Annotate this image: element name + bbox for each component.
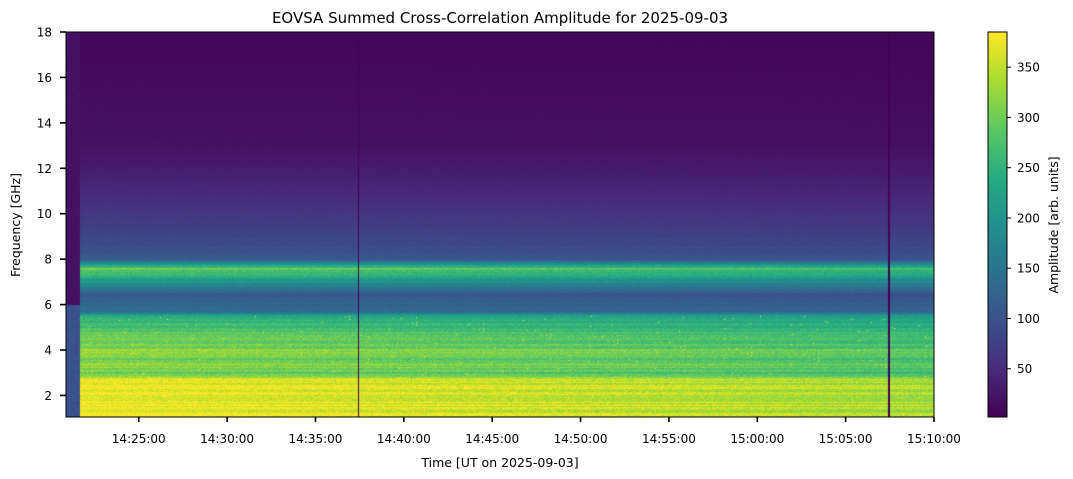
- x-axis-label: Time [UT on 2025-09-03]: [420, 455, 578, 470]
- x-tick-label: 15:10:00: [907, 432, 961, 446]
- x-tick-label: 14:45:00: [465, 432, 519, 446]
- colorbar-label: Amplitude [arb. units]: [1046, 156, 1061, 293]
- colorbar-tick-label: 300: [1017, 111, 1040, 125]
- colorbar-tick-label: 200: [1017, 211, 1040, 225]
- y-tick-label: 12: [37, 162, 52, 176]
- y-tick-label: 2: [44, 389, 52, 403]
- colorbar-tick-label: 350: [1017, 61, 1040, 75]
- y-tick-label: 16: [37, 71, 52, 85]
- y-tick-label: 6: [44, 298, 52, 312]
- x-axis: 14:25:00 14:30:00 14:35:00 14:40:00 14:45:00…: [112, 417, 961, 446]
- x-tick-label: 14:30:00: [200, 432, 254, 446]
- plot-area: [65, 31, 935, 418]
- y-tick-label: 14: [37, 116, 52, 130]
- colorbar-tick-label: 50: [1017, 362, 1032, 376]
- colorbar-axis: 50 100 150 200 250 300 350: [1007, 61, 1040, 376]
- y-tick-label: 8: [44, 253, 52, 267]
- colorbar: 50 100 150 200 250 300 350 Amplitude [arb. uni…: [987, 31, 1061, 418]
- x-tick-label: 14:35:00: [289, 432, 343, 446]
- x-tick-label: 15:00:00: [730, 432, 784, 446]
- x-tick-label: 14:25:00: [112, 432, 166, 446]
- plot-frame: [65, 31, 935, 418]
- colorbar-tick-label: 250: [1017, 161, 1040, 175]
- colorbar-tick-label: 100: [1017, 312, 1040, 326]
- y-tick-label: 18: [37, 26, 52, 40]
- colorbar-tick-label: 150: [1017, 262, 1040, 276]
- x-tick-label: 14:55:00: [642, 432, 696, 446]
- y-tick-label: 4: [44, 343, 52, 357]
- x-tick-label: 14:50:00: [554, 432, 608, 446]
- y-axis: 2 4 6 8 10 12 14 16 18: [37, 26, 66, 403]
- x-tick-label: 15:05:00: [819, 432, 873, 446]
- colorbar-gradient: [987, 31, 1008, 418]
- x-tick-label: 14:40:00: [377, 432, 431, 446]
- spectrogram-heatmap: [66, 32, 934, 417]
- y-axis-label: Frequency [GHz]: [8, 173, 23, 277]
- y-tick-label: 10: [37, 207, 52, 221]
- chart-title: EOVSA Summed Cross-Correlation Amplitude…: [272, 9, 728, 27]
